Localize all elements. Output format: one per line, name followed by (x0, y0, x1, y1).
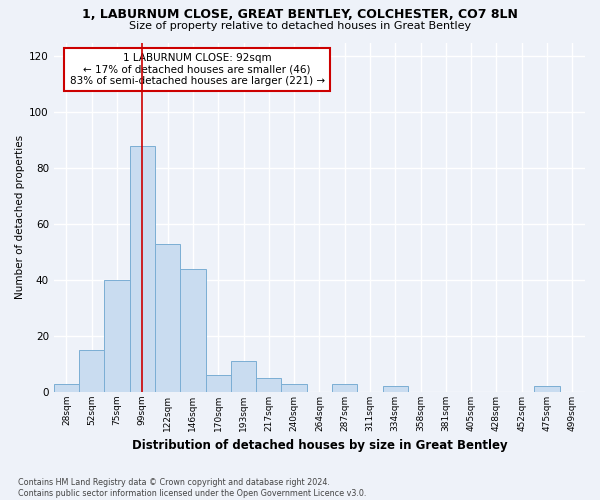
Bar (79, 350, 104, 392)
Bar (104, 280, 130, 392)
X-axis label: Distribution of detached houses by size in Great Bentley: Distribution of detached houses by size … (131, 440, 507, 452)
Bar (54, 384, 79, 392)
Text: 1 LABURNUM CLOSE: 92sqm
← 17% of detached houses are smaller (46)
83% of semi-de: 1 LABURNUM CLOSE: 92sqm ← 17% of detache… (70, 53, 325, 86)
Y-axis label: Number of detached properties: Number of detached properties (15, 135, 25, 300)
Bar (180, 269, 206, 392)
Bar (535, 386, 560, 392)
Bar (281, 384, 307, 392)
Bar (231, 362, 256, 392)
Bar (130, 146, 155, 392)
Bar (383, 386, 408, 392)
Bar (256, 378, 281, 392)
Bar (155, 244, 180, 392)
Text: Contains HM Land Registry data © Crown copyright and database right 2024.
Contai: Contains HM Land Registry data © Crown c… (18, 478, 367, 498)
Text: 1, LABURNUM CLOSE, GREAT BENTLEY, COLCHESTER, CO7 8LN: 1, LABURNUM CLOSE, GREAT BENTLEY, COLCHE… (82, 8, 518, 20)
Bar (332, 384, 358, 392)
Bar (206, 375, 231, 392)
Text: Size of property relative to detached houses in Great Bentley: Size of property relative to detached ho… (129, 21, 471, 31)
